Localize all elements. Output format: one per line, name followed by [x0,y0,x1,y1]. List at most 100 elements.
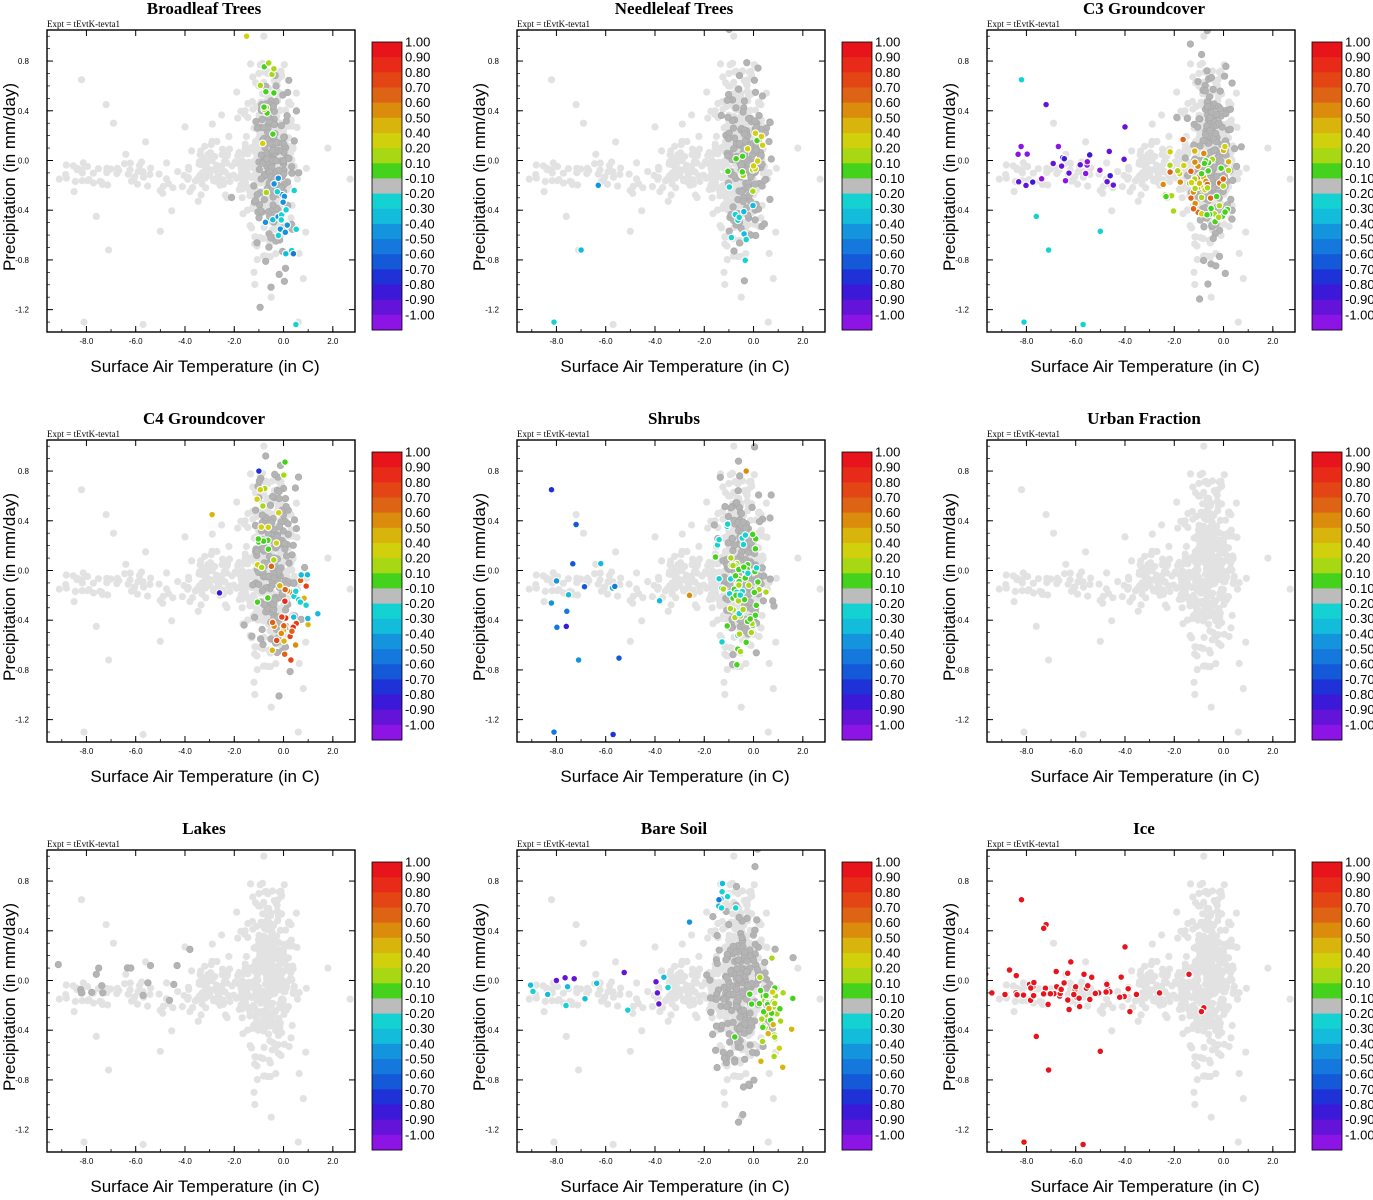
data-point [257,175,265,183]
background-point [651,533,659,541]
data-point [732,104,740,112]
data-point [1206,126,1214,135]
data-point [748,503,756,511]
data-point [280,277,288,285]
background-point [294,728,302,736]
background-point [218,111,226,119]
data-point [1209,234,1217,242]
background-point [168,617,176,625]
background-point [238,185,246,193]
data-point [270,64,278,73]
background-point [1155,169,1164,177]
colorbar-label: 0.40 [405,535,430,550]
colorbar-label: 0.70 [875,490,900,505]
data-point [755,491,763,499]
data-point [765,137,773,146]
background-point [719,483,727,491]
data-point [253,495,261,504]
colorbar-label: -0.80 [405,687,435,702]
background-point [1239,275,1247,283]
background-point [248,224,256,232]
background-point [292,89,300,97]
colorbar-swatch [842,694,872,711]
colorbar-label: -0.30 [875,611,905,626]
background-point [664,607,672,615]
data-point [253,191,261,199]
background-point [83,587,92,595]
y-axis-label: Precipitation (in mm/day) [0,83,19,271]
background-point [617,164,625,172]
data-point [752,649,760,657]
background-point [346,175,354,183]
data-point [275,581,284,590]
data-point [724,512,732,521]
background-point [609,173,618,181]
colorbar-label: -0.60 [875,657,905,672]
data-point [751,611,760,620]
background-point [591,570,599,578]
background-point [255,69,263,78]
y-tick-label: -0.8 [485,666,499,675]
colorbar-label: 0.20 [875,141,900,156]
background-point [525,175,533,183]
background-point [722,123,730,131]
data-point [1176,178,1185,186]
background-point [126,159,134,167]
data-point [1049,159,1058,168]
background-point [703,498,711,506]
plot-frame [516,439,826,743]
data-point [258,587,267,595]
background-point [73,166,81,174]
x-axis-label: Surface Air Temperature (in C) [90,767,319,786]
background-point [1103,159,1111,167]
x-tick-label: 2.0 [327,747,339,756]
y-tick-label: 0.4 [958,107,970,116]
background-point [772,638,780,646]
background-point [715,162,724,170]
data-point [294,169,303,177]
data-point [1037,174,1046,183]
data-point [716,473,724,481]
background-point [678,547,686,555]
background-point [1144,165,1152,173]
background-point [656,188,664,196]
data-point [724,152,732,160]
data-point [760,220,768,228]
colorbar-label: -0.20 [875,596,905,611]
y-tick-label: 0.4 [488,107,500,116]
data-point [270,89,278,97]
background-point [757,526,765,534]
background-point [282,106,290,114]
colorbar-label: 0.10 [1345,156,1370,171]
data-point [1217,164,1225,173]
data-point [1183,114,1191,122]
background-point [682,177,691,185]
background-point [667,601,675,609]
colorbar-frame [371,41,403,331]
data-point [751,129,760,138]
colorbar-swatch [842,178,872,194]
background-point [1235,659,1243,668]
colorbar-swatch [372,482,402,498]
colorbar-label: 1.00 [875,35,900,50]
background-point [744,486,752,494]
background-point [632,585,641,593]
background-point [80,728,88,736]
data-point [735,139,743,148]
background-point [79,569,87,577]
data-point [710,521,718,529]
data-point [717,111,725,119]
colorbar-swatch [372,527,402,544]
background-point [208,120,216,128]
y-tick-label: -0.4 [955,206,969,215]
background-point [115,577,123,585]
background-point [1217,641,1225,649]
background-point [241,140,249,148]
colorbar-swatch [1312,208,1342,225]
colorbar-swatch [1312,57,1342,73]
background-point [295,659,303,668]
data-point [655,596,664,605]
